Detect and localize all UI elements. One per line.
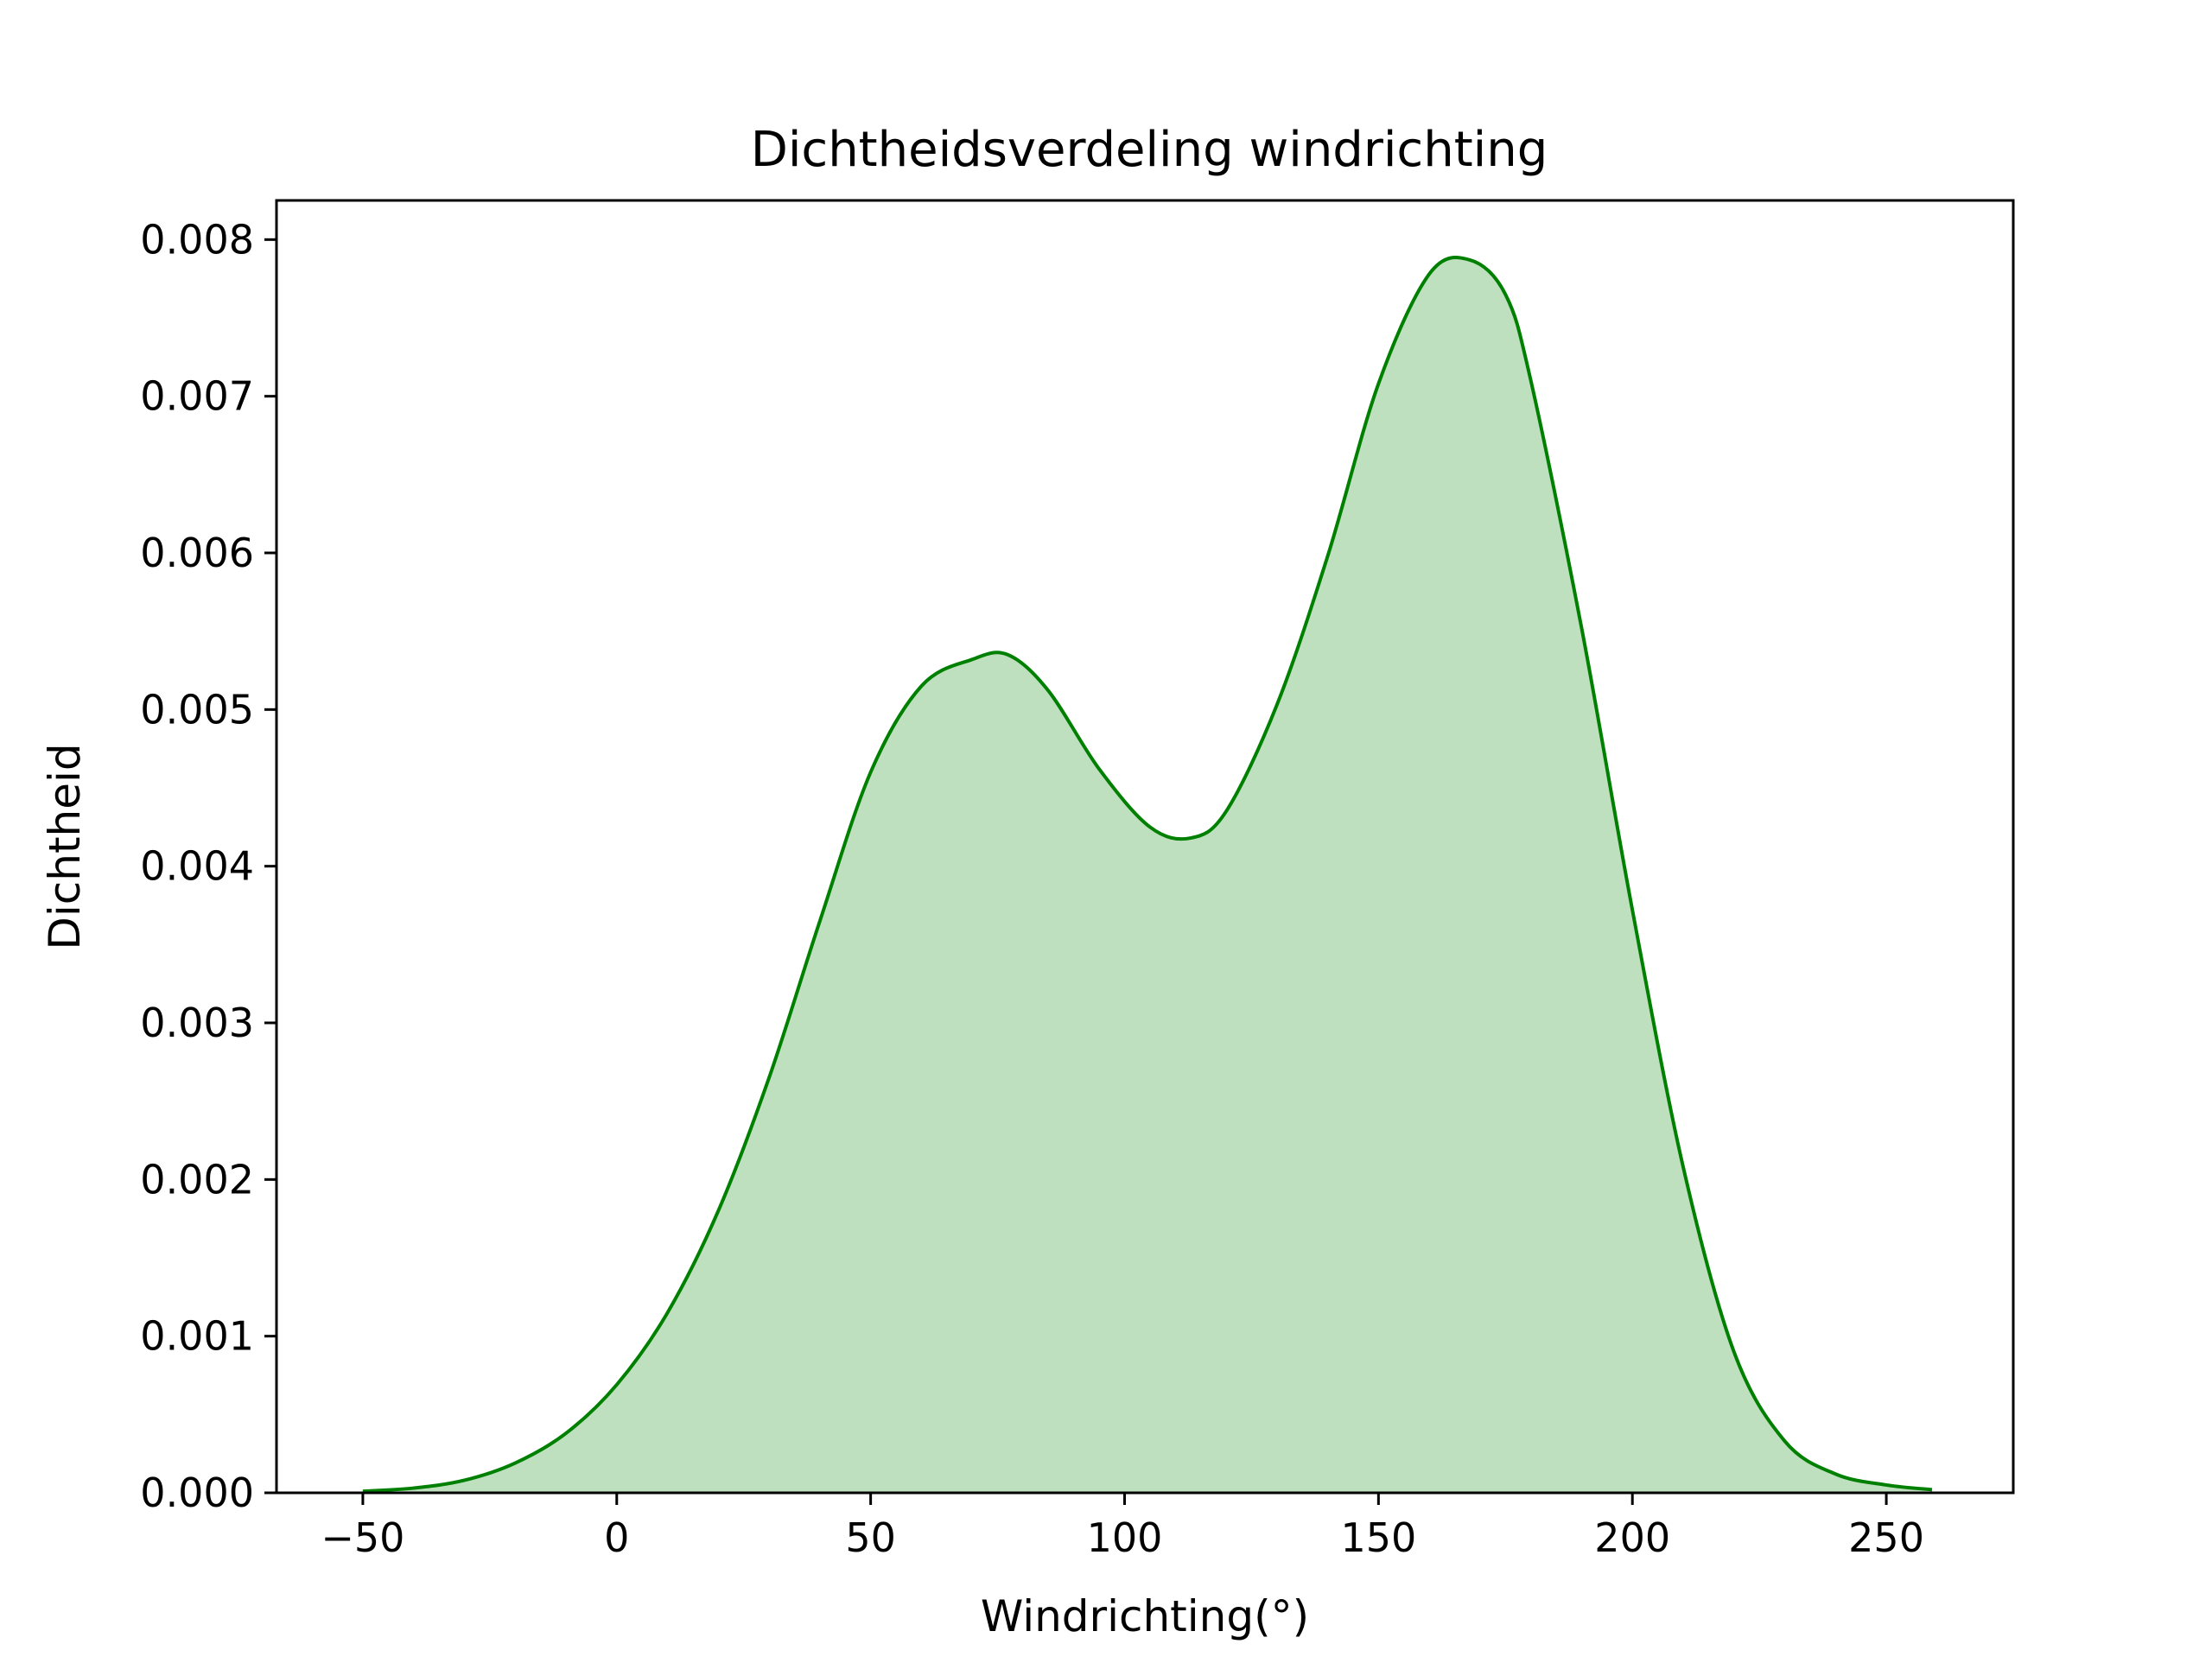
x-tick-label: 100 — [1087, 1514, 1163, 1561]
y-tick-label: 0.003 — [140, 1000, 254, 1046]
x-tick-label: 250 — [1848, 1514, 1924, 1561]
x-tick-label: −50 — [321, 1514, 404, 1561]
y-tick-label: 0.001 — [140, 1313, 254, 1360]
y-tick-label: 0.006 — [140, 530, 254, 576]
y-tick-label: 0.007 — [140, 373, 254, 420]
x-axis: −50 0 50 100 150 200 250 — [321, 1493, 1924, 1561]
y-tick-label: 0.008 — [140, 216, 254, 263]
x-tick-label: 200 — [1594, 1514, 1670, 1561]
x-axis-label: Windrichting(°) — [981, 1591, 1309, 1641]
x-tick-label: 50 — [845, 1514, 896, 1561]
density-curve-line — [362, 256, 1933, 1494]
y-tick-label: 0.005 — [140, 686, 254, 733]
y-tick-label: 0.004 — [140, 843, 254, 890]
x-tick-label: 150 — [1340, 1514, 1416, 1561]
axes-frame — [275, 199, 2015, 1495]
density-area-fill — [362, 257, 1932, 1493]
y-tick-label: 0.000 — [140, 1469, 254, 1516]
x-tick-label: 0 — [604, 1514, 629, 1561]
y-axis-label: Dichtheid — [40, 743, 90, 949]
y-axis: 0.000 0.001 0.002 0.003 0.004 0.005 0.006 0.007… — [140, 216, 276, 1516]
plot-area — [362, 256, 1933, 1494]
chart-title: Dichtheidsverdeling windrichting — [751, 122, 1548, 178]
y-tick-label: 0.002 — [140, 1156, 254, 1203]
